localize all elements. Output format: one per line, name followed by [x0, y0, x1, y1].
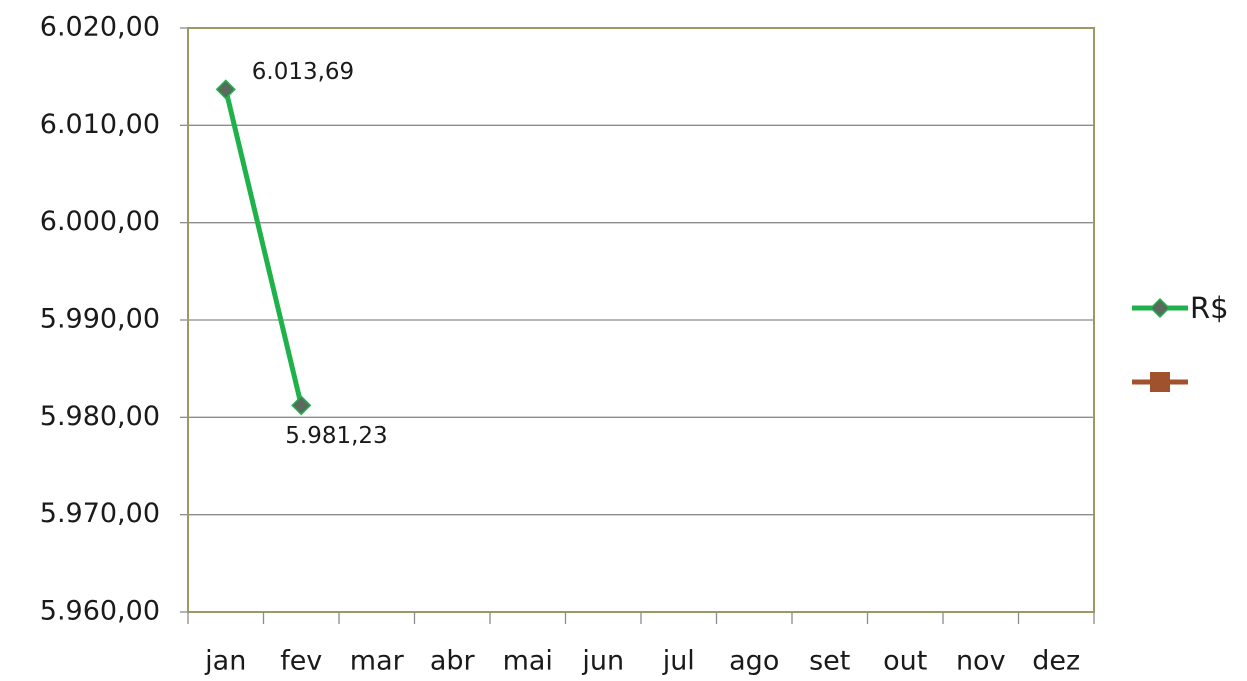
legend-label: R$: [1190, 291, 1229, 325]
marker: [1150, 372, 1170, 392]
y-tick-label: 5.990,00: [40, 304, 160, 335]
data-label: 5.981,23: [285, 423, 387, 449]
x-tick-label: jul: [662, 646, 695, 677]
y-tick-label: 5.980,00: [40, 401, 160, 432]
x-tick-label: jun: [581, 646, 624, 677]
x-tick-label: out: [883, 646, 927, 677]
series-line: [223, 88, 304, 406]
data-label: 6.013,69: [252, 59, 354, 85]
x-tick-label: abr: [430, 646, 476, 677]
x-tick-label: jan: [204, 646, 246, 677]
legend-item: R$: [1132, 291, 1229, 325]
y-tick-label: 6.010,00: [40, 109, 160, 140]
y-tick-label: 6.000,00: [40, 206, 160, 237]
y-tick-label: 5.960,00: [40, 596, 160, 627]
x-tick-label: mar: [350, 646, 405, 677]
marker: [291, 395, 312, 416]
y-tick-label: 6.020,00: [40, 12, 160, 43]
x-tick-label: set: [809, 646, 850, 677]
marker: [215, 79, 236, 100]
y-tick-label: 5.970,00: [40, 498, 160, 529]
x-tick-label: fev: [280, 646, 322, 677]
legend-item: [1132, 372, 1188, 392]
marker: [1149, 297, 1171, 319]
x-tick-label: ago: [729, 646, 779, 677]
x-tick-label: mai: [503, 646, 553, 677]
x-tick-label: dez: [1032, 646, 1080, 677]
x-tick-label: nov: [956, 646, 1006, 677]
